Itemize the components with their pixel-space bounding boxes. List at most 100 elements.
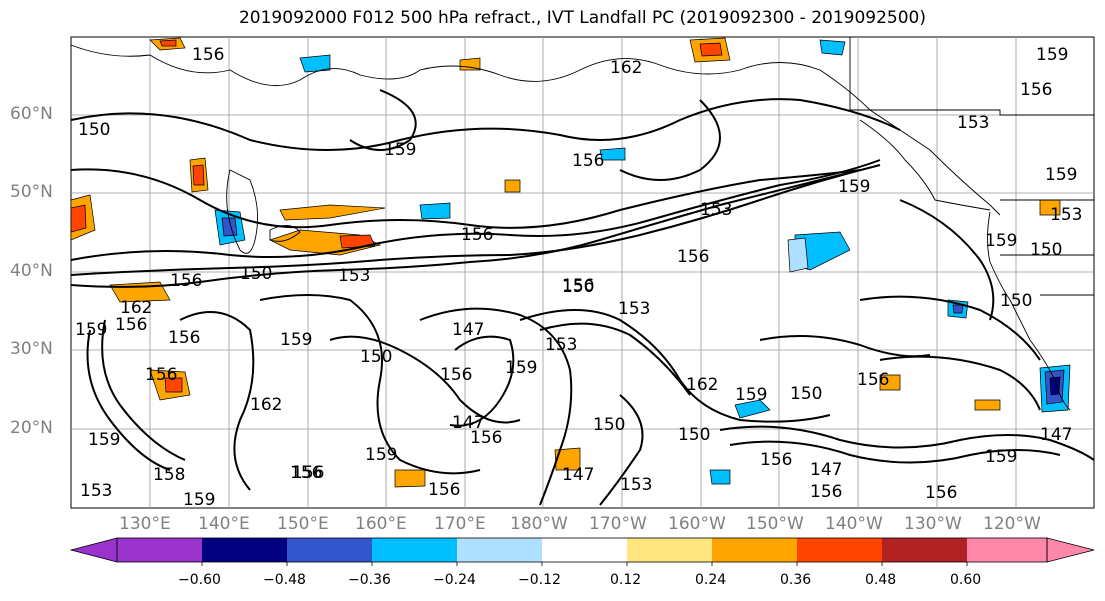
colorbar-swatch (372, 538, 457, 562)
map-title: 2019092000 F012 500 hPa refract., IVT La… (238, 8, 926, 28)
lon-label: 160°W (668, 514, 726, 534)
colorbar-tick-label: 0.60 (950, 572, 982, 588)
contour-label: 147 (452, 320, 484, 340)
contour-label: 162 (610, 58, 642, 78)
colorbar-swatch (457, 538, 542, 562)
contour-label: 150 (790, 384, 822, 404)
contour-label: 159 (985, 447, 1017, 467)
contour-label: 159 (505, 358, 537, 378)
contour-label: 147 (452, 413, 484, 433)
contour-label: 156 (760, 450, 792, 470)
colorbar-swatch (712, 538, 797, 562)
contour-label: 156 (677, 247, 709, 267)
colorbar-swatch (797, 538, 882, 562)
contour-label: 153 (700, 200, 732, 220)
contour-label: 159 (1036, 45, 1068, 65)
contour-label: 147 (562, 465, 594, 485)
lat-label: 30°N (10, 339, 53, 359)
colorbar-tick-label: −0.60 (178, 572, 221, 588)
contour-labels: 159 162 159 156 159 156 153 159 159 156 … (75, 45, 1082, 510)
contour-label: 162 (686, 375, 718, 395)
contour-label: 159 (88, 430, 120, 450)
lat-label: 50°N (10, 182, 53, 202)
colorbar-tick-label: −0.48 (263, 572, 306, 588)
colorbar-high-extend (1046, 537, 1095, 563)
lon-label: 140°E (198, 514, 250, 534)
contour-label: 150 (1000, 291, 1032, 311)
colorbar-tick-label: 0.24 (695, 572, 727, 588)
contour-label: 159 (1045, 165, 1077, 185)
contour-label: 159 (838, 177, 870, 197)
contour-label: 156 (810, 482, 842, 502)
lon-label: 140°W (825, 514, 883, 534)
contour-label: 150 (360, 347, 392, 367)
contour-label: 159 (280, 330, 312, 350)
contour-label: 159 (985, 231, 1017, 251)
colorbar-swatch (287, 538, 372, 562)
contour-label: 156 (572, 151, 604, 171)
contour-label: 156 (857, 370, 889, 390)
contour-label: 150 (562, 277, 594, 297)
colorbar-swatch (117, 538, 202, 562)
contour-label: 159 (183, 490, 215, 510)
lon-label: 150°E (277, 514, 329, 534)
colorbar-swatch (542, 538, 627, 562)
refractivity-contours (70, 89, 1095, 506)
contour-label: 156 (925, 483, 957, 503)
contour-label: 153 (545, 335, 577, 355)
contour-label: 156 (170, 271, 202, 291)
colorbar-low-extend (69, 537, 118, 563)
colorbar-tick-label: 0.12 (610, 572, 642, 588)
colorbar-swatch (882, 538, 967, 562)
graticule (71, 37, 1094, 508)
contour-label: 147 (810, 460, 842, 480)
colorbar-swatch (967, 538, 1047, 562)
colorbar-tick-label: −0.24 (433, 572, 476, 588)
contour-label: 159 (384, 140, 416, 160)
contour-label: 159 (365, 445, 397, 465)
contour-label: 147 (1040, 425, 1072, 445)
contour-label: 156 (428, 480, 460, 500)
contour-label: 153 (620, 475, 652, 495)
contour-label: 150 (593, 415, 625, 435)
lat-label: 20°N (10, 418, 53, 438)
colorbar (69, 537, 1095, 566)
contour-label: 156 (440, 365, 472, 385)
contour-label: 156 (461, 225, 493, 245)
lon-label: 160°E (355, 514, 407, 534)
contour-label: 153 (338, 266, 370, 286)
contour-label: 162 (120, 298, 152, 318)
colorbar-tick-marks (201, 562, 968, 566)
contour-label: 159 (75, 320, 107, 340)
contour-label: 156 (115, 315, 147, 335)
contour-label: 150 (1030, 240, 1062, 260)
contour-label: 153 (618, 299, 650, 319)
colorbar-tick-label: −0.36 (348, 572, 391, 588)
lat-label: 40°N (10, 261, 53, 281)
lon-label: 180°W (510, 514, 568, 534)
contour-label: 158 (153, 465, 185, 485)
colorbar-tick-label: −0.12 (518, 572, 561, 588)
contour-label: 156 (290, 463, 322, 483)
contour-label: 153 (957, 113, 989, 133)
lon-label: 170°W (589, 514, 647, 534)
contour-label: 156 (168, 328, 200, 348)
colorbar-outline (116, 537, 1048, 563)
contour-label: 156 (470, 428, 502, 448)
contour-label: 156 (145, 365, 177, 385)
contour-label: 153 (1050, 205, 1082, 225)
contour-label: 153 (80, 481, 112, 501)
lon-label: 130°W (904, 514, 962, 534)
colorbar-tick-label: 0.48 (865, 572, 897, 588)
lon-label: 130°E (119, 514, 171, 534)
contour-label: 150 (678, 425, 710, 445)
colorbar-tick-label: 0.36 (780, 572, 812, 588)
contour-label: 159 (735, 385, 767, 405)
contour-label: 156 (292, 463, 324, 483)
contour-label: 156 (1020, 80, 1052, 100)
map-frame (70, 36, 1095, 509)
lat-label: 60°N (10, 104, 53, 124)
contour-label: 156 (562, 276, 594, 296)
lon-label: 170°E (434, 514, 486, 534)
